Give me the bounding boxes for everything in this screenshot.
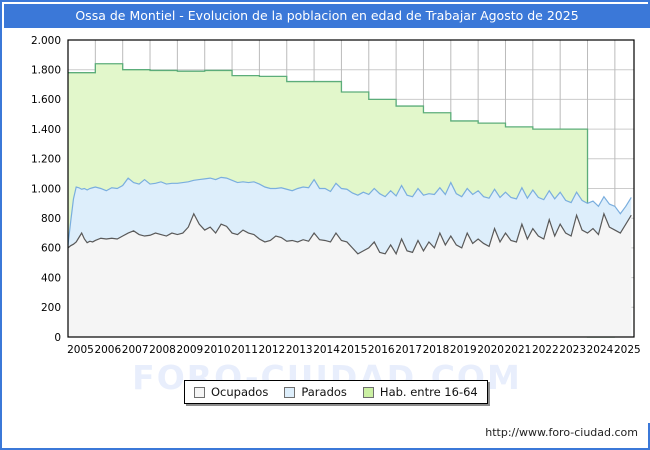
svg-text:1.200: 1.200 — [31, 154, 61, 166]
svg-text:2019: 2019 — [450, 344, 477, 356]
source-url[interactable]: http://www.foro-ciudad.com — [485, 426, 638, 439]
svg-text:2025: 2025 — [614, 344, 641, 356]
svg-text:2021: 2021 — [505, 344, 532, 356]
svg-text:2009: 2009 — [176, 344, 203, 356]
svg-text:800: 800 — [41, 213, 61, 225]
svg-text:1.800: 1.800 — [31, 65, 61, 77]
svg-text:200: 200 — [41, 302, 61, 314]
legend-swatch-habitantes — [362, 386, 374, 398]
svg-text:2022: 2022 — [532, 344, 559, 356]
legend-item-ocupados[interactable]: Ocupados — [194, 385, 268, 399]
svg-text:2005: 2005 — [67, 344, 94, 356]
population-area-chart: 0 200 400 600 800 1.000 1.200 1.400 1.600 1.800 2.… — [31, 35, 641, 356]
svg-text:2023: 2023 — [559, 344, 586, 356]
svg-text:400: 400 — [41, 272, 61, 284]
svg-text:2012: 2012 — [259, 344, 286, 356]
svg-text:2017: 2017 — [395, 344, 422, 356]
legend-label-habitantes: Hab. entre 16-64 — [379, 385, 478, 399]
svg-text:2010: 2010 — [204, 344, 231, 356]
svg-text:1.000: 1.000 — [31, 183, 61, 195]
svg-text:2018: 2018 — [423, 344, 450, 356]
legend-item-parados[interactable]: Parados — [284, 385, 347, 399]
window-title: Ossa de Montiel - Evolucion de la poblac… — [4, 4, 650, 28]
chart-canvas: FORO-CIUDAD.COM 0 200 400 600 800 1.000 1.200 1… — [4, 28, 650, 423]
svg-text:600: 600 — [41, 243, 61, 255]
legend-label-ocupados: Ocupados — [211, 385, 269, 399]
svg-text:2007: 2007 — [122, 344, 149, 356]
svg-text:2020: 2020 — [477, 344, 504, 356]
svg-text:2011: 2011 — [231, 344, 258, 356]
svg-text:2.000: 2.000 — [31, 35, 61, 47]
legend-swatch-ocupados — [194, 386, 205, 398]
svg-text:1.400: 1.400 — [31, 124, 61, 136]
legend-item-habitantes[interactable]: Hab. entre 16-64 — [362, 385, 478, 399]
svg-text:1.600: 1.600 — [31, 94, 61, 106]
svg-text:2014: 2014 — [313, 344, 340, 356]
svg-text:0: 0 — [54, 332, 61, 344]
chart-legend: Ocupados Parados Hab. entre 16-64 — [184, 380, 488, 404]
svg-text:2015: 2015 — [341, 344, 368, 356]
svg-text:2024: 2024 — [587, 344, 614, 356]
svg-text:2008: 2008 — [149, 344, 176, 356]
svg-text:2016: 2016 — [368, 344, 395, 356]
svg-text:2006: 2006 — [94, 344, 121, 356]
svg-text:2013: 2013 — [286, 344, 313, 356]
legend-swatch-parados — [284, 386, 296, 398]
legend-label-parados: Parados — [301, 385, 347, 399]
